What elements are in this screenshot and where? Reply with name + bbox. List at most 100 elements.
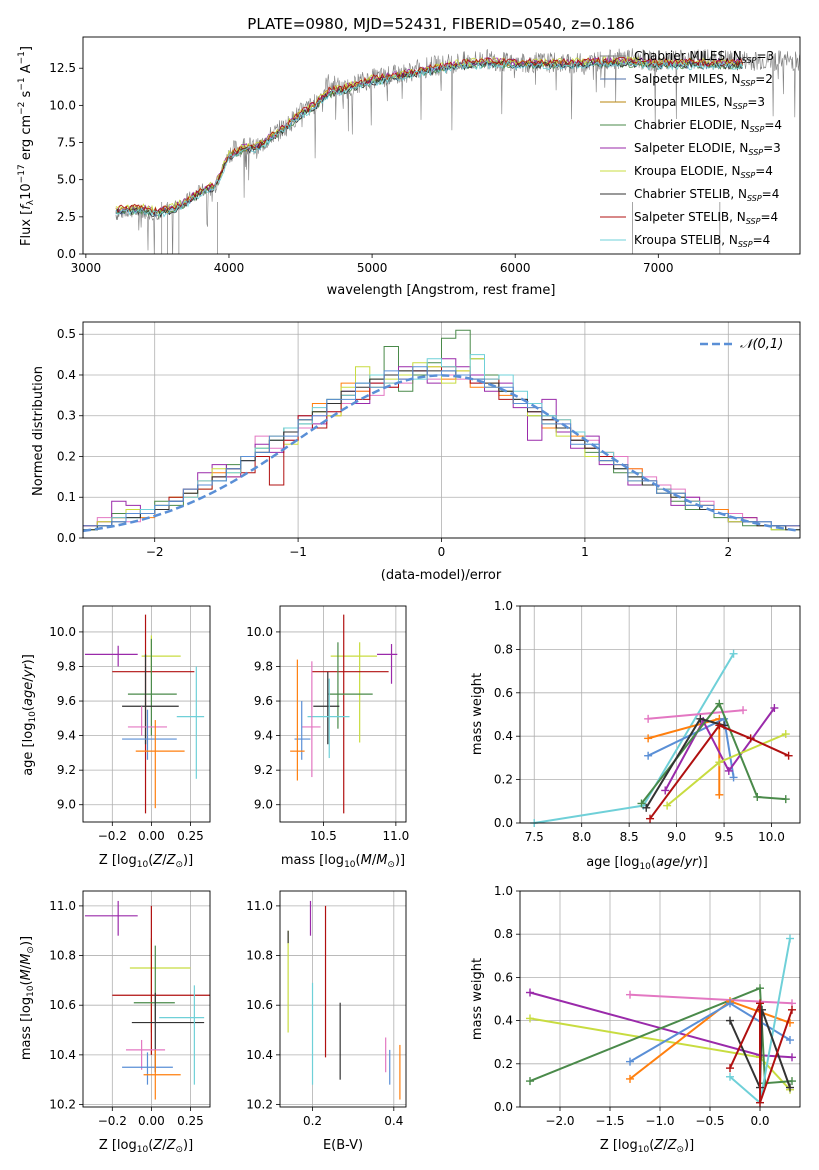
x-tick-label: 0.00	[138, 1114, 165, 1128]
x-tick-label: 5000	[357, 261, 388, 275]
y-tick-label: 9.4	[57, 729, 76, 743]
model-spectrum-line	[115, 56, 744, 215]
residual-histogram-panel: (data-model)/error Normed distribution −…	[31, 321, 801, 583]
spectrum-y-label: Flux [fλ10−17 erg cm−2 s−1 A−1]	[17, 46, 36, 246]
y-tick-label: 10.0	[246, 625, 273, 639]
weight-series-line	[629, 993, 793, 1005]
y-tick-label: 10.8	[246, 949, 273, 963]
y-tick-label: 0.1	[57, 490, 76, 504]
plot-frame	[82, 36, 801, 255]
x-tick-label: −1.0	[645, 1114, 674, 1128]
x-tick-label: 7000	[643, 261, 674, 275]
errorbar-point	[313, 671, 340, 745]
residual-x-label: (data-model)/error	[381, 568, 502, 583]
weight-series-line	[529, 986, 793, 1085]
errorbar-point	[307, 678, 350, 759]
weight-series-line	[729, 1002, 793, 1104]
weight-lines	[526, 934, 796, 1107]
errorbar-point	[135, 720, 185, 809]
errorbar-point	[301, 661, 321, 778]
plot-frame	[279, 605, 407, 823]
errorbar-point	[377, 644, 398, 684]
x-tick-label: 9.0	[667, 830, 686, 844]
plot-frame	[519, 890, 801, 1108]
plot-frame	[82, 890, 211, 1108]
legend-label: Kroupa MILES, NSSP=3	[634, 95, 765, 111]
legend-label: Salpeter MILES, NSSP=2	[634, 72, 773, 88]
legend-label: Salpeter STELIB, NSSP=4	[634, 210, 778, 226]
y-tick-label: 9.2	[57, 763, 76, 777]
axes-ticks: −0.2 0.00 0.25 9.0 9.2 9.4 9.6 9.8 10.0	[49, 606, 210, 843]
legend-label: 𝒩(0,1)	[740, 337, 783, 352]
y-tick-label: 0.4	[494, 1014, 513, 1028]
errorbars	[290, 614, 398, 814]
y-tick-label: 11.0	[49, 899, 76, 913]
legend-label: Kroupa ELODIE, NSSP=4	[634, 164, 773, 180]
histogram-step-line	[83, 354, 800, 538]
x-tick-label: 0	[438, 545, 446, 559]
plot-frame	[82, 605, 211, 823]
weight-vs-z-y-label: mass weight	[470, 958, 485, 1040]
x-tick-label: 0.25	[177, 1114, 204, 1128]
spectrum-legend: Chabrier MILES, NSSP=3 Salpeter MILES, NS…	[600, 49, 782, 249]
histogram-steps	[83, 329, 800, 538]
y-tick-label: 0.3	[57, 409, 76, 423]
age-vs-z-y-label: age [log10(age/yr)]	[21, 654, 38, 776]
x-tick-label: −0.5	[695, 1114, 724, 1128]
residual-legend: 𝒩(0,1)	[700, 337, 783, 352]
y-tick-label: 0.2	[57, 449, 76, 463]
y-tick-label: 9.8	[57, 659, 76, 673]
errorbar-point	[311, 614, 389, 814]
y-tick-label: 9.0	[57, 798, 76, 812]
y-tick-label: 0.5	[57, 327, 76, 341]
y-tick-label: 9.2	[254, 763, 273, 777]
weight-vs-age-x-label: age [log10(age/yr)]	[586, 855, 708, 872]
x-tick-label: −1	[289, 545, 307, 559]
spectrum-panel: PLATE=0980, MJD=52431, FIBERID=0540, z=0…	[17, 15, 801, 298]
errorbar-point	[127, 638, 177, 736]
y-tick-label: 10.2	[246, 1098, 273, 1112]
x-tick-label: 0.4	[384, 1114, 403, 1128]
weight-series-line	[649, 724, 790, 820]
y-tick-label: 10.6	[49, 998, 76, 1012]
y-tick-label: 12.5	[49, 61, 76, 75]
errorbar-point	[112, 905, 210, 1055]
x-tick-label: 10.0	[758, 830, 785, 844]
x-tick-label: 3000	[71, 261, 102, 275]
mass-vs-metallicity-panel: Z [log10(Z/Z⊙)] mass [log10(M/M⊙)] −0.2 0…	[19, 890, 211, 1155]
y-tick-label: 5.0	[57, 173, 76, 187]
errorbar-point	[290, 659, 305, 781]
weight-series-line	[648, 709, 744, 720]
y-tick-label: 9.8	[254, 659, 273, 673]
errorbar-point	[84, 645, 138, 667]
x-tick-label: 9.5	[715, 830, 734, 844]
y-tick-label: 0.8	[494, 642, 513, 656]
plot-frame	[519, 605, 801, 824]
errorbar-point	[143, 1049, 181, 1100]
x-tick-label: 4000	[214, 261, 245, 275]
x-tick-label: 2	[724, 545, 732, 559]
x-tick-label: 8.5	[620, 830, 639, 844]
y-tick-label: 10.0	[49, 625, 76, 639]
y-tick-label: 0.0	[494, 1100, 513, 1114]
x-tick-label: 10.5	[310, 829, 337, 843]
y-tick-label: 1.0	[494, 884, 513, 898]
y-tick-label: 10.4	[49, 1048, 76, 1062]
x-tick-label: 7.5	[525, 830, 544, 844]
y-tick-label: 10.2	[49, 1098, 76, 1112]
x-tick-label: 0.0	[750, 1114, 769, 1128]
y-tick-label: 0.0	[494, 816, 513, 830]
y-tick-label: 0.4	[57, 368, 76, 382]
y-tick-label: 1.0	[494, 599, 513, 613]
x-tick-label: −1.5	[595, 1114, 624, 1128]
y-tick-label: 0.2	[494, 1057, 513, 1071]
y-tick-label: 0.4	[494, 729, 513, 743]
y-tick-label: 10.6	[246, 998, 273, 1012]
x-tick-label: 1	[581, 545, 589, 559]
weight-vs-metallicity-panel: Z [log10(Z/Z⊙)] mass weight −2.0 −1.5 −1.0…	[470, 884, 801, 1155]
axes-ticks: 10.5 11.0 9.0 9.2 9.4 9.6 9.8 10.0	[246, 606, 409, 843]
errorbar-point	[176, 666, 205, 779]
y-tick-label: 9.0	[254, 798, 273, 812]
y-tick-label: 0.8	[494, 927, 513, 941]
weight-vs-age-y-label: mass weight	[470, 673, 485, 755]
